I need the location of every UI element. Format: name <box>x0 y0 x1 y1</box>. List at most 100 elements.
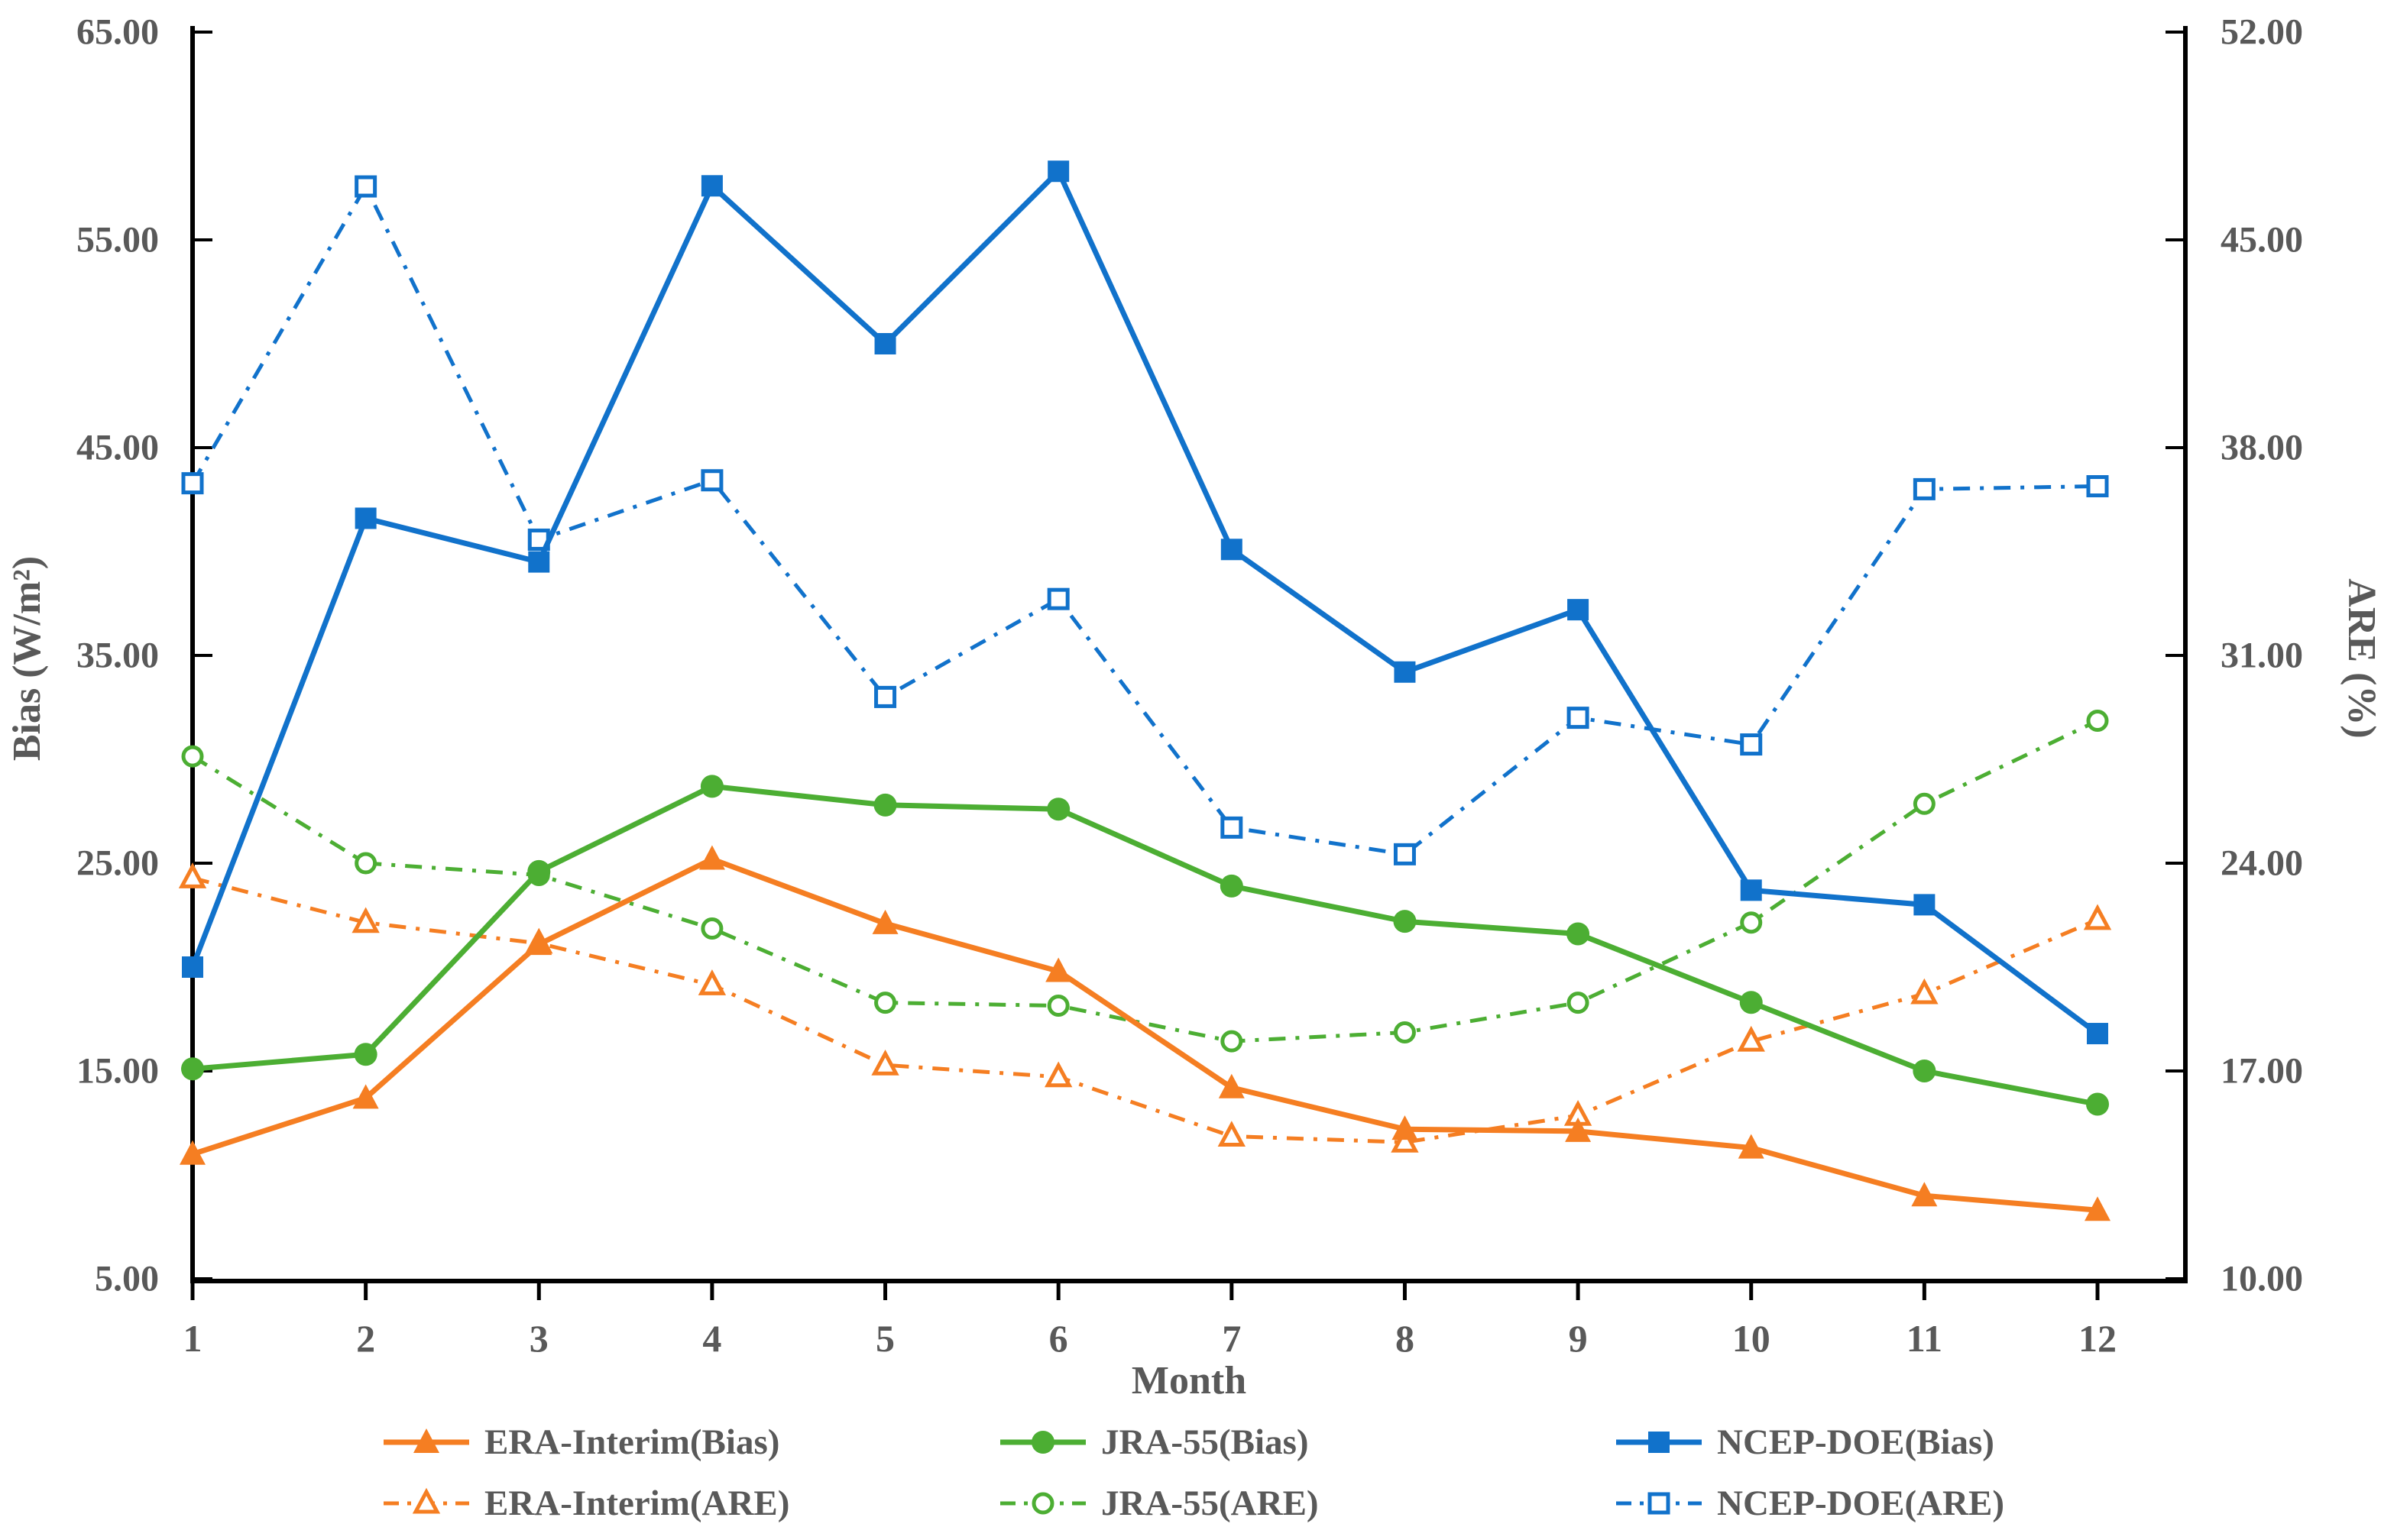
square-marker <box>182 956 203 978</box>
legend-label: NCEP-DOE(ARE) <box>1717 1483 2004 1523</box>
x-axis-tick-label: 2 <box>356 1317 375 1360</box>
x-axis-tick-label: 12 <box>2078 1317 2117 1360</box>
right-axis-title: ARE (%) <box>2340 578 2381 738</box>
series-line-NCEP-DOE(Bias) <box>190 168 2100 1036</box>
open-circle-marker <box>874 992 897 1014</box>
x-axis-tick-label: 3 <box>530 1317 549 1360</box>
open-triangle-marker <box>1910 978 1939 1005</box>
square-marker <box>701 175 723 197</box>
legend-label: JRA-55(Bias) <box>1101 1422 1309 1462</box>
series-line-JRA-55(ARE) <box>191 719 2099 1043</box>
axes: 65.00 55.00 45.00 35.00 25.00 15.00 5.00 52.00 4… <box>76 12 2303 1360</box>
right-axis-tick-label: 17.00 <box>2221 1051 2303 1092</box>
right-axis-tick-label: 10.00 <box>2221 1259 2303 1299</box>
left-axis-tick-label: 15.00 <box>76 1051 159 1092</box>
legend: ERA-Interim(Bias) JRA-55(Bias) NCEP-DOE(Bi… <box>384 1422 2004 1523</box>
triangle-marker <box>698 845 725 870</box>
triangle-marker <box>526 930 552 956</box>
square-marker <box>1913 894 1936 916</box>
open-circle-marker <box>1220 1030 1243 1053</box>
open-triangle-marker <box>1044 1061 1073 1088</box>
open-square-marker <box>1393 843 1416 865</box>
right-axis-tick-label: 24.00 <box>2221 843 2303 884</box>
square-marker <box>1567 599 1589 621</box>
circle-marker <box>700 775 724 798</box>
left-axis-tick-label: 35.00 <box>76 636 159 676</box>
open-square-marker <box>1220 816 1243 839</box>
open-square-marker <box>1913 477 1936 500</box>
series-ERA-Interim(Bias) <box>180 845 2111 1221</box>
series-NCEP-DOE(Bias) <box>182 160 2108 1045</box>
triangle-marker <box>352 1084 379 1109</box>
open-square-marker <box>1047 587 1070 610</box>
open-square-marker <box>181 472 204 495</box>
open-circle-marker <box>1047 995 1070 1017</box>
open-circle-marker <box>1740 911 1763 934</box>
open-square-marker <box>874 685 897 708</box>
series-line-JRA-55(Bias) <box>192 783 2098 1107</box>
square-marker <box>1048 160 1070 183</box>
chart-generated-content: 65.00 55.00 45.00 35.00 25.00 15.00 5.00 52.00 4… <box>76 12 2303 1524</box>
open-circle-marker <box>355 852 377 875</box>
x-axis-tick-label: 7 <box>1222 1317 1241 1360</box>
open-triangle-marker <box>698 969 727 995</box>
legend-item-JRA-55(Bias): JRA-55(Bias) <box>1000 1422 1309 1462</box>
left-axis-tick-label: 45.00 <box>76 428 159 468</box>
open-square-marker <box>1740 733 1763 756</box>
open-square-marker <box>2086 475 2109 498</box>
circle-marker <box>1047 798 1071 821</box>
circle-marker <box>2086 1092 2109 1116</box>
series-line-ERA-Interim(ARE) <box>192 875 2098 1144</box>
series-JRA-55(ARE) <box>181 709 2109 1053</box>
open-circle-marker <box>701 917 724 940</box>
circle-marker <box>1220 874 1243 898</box>
open-square-marker <box>1566 707 1589 730</box>
square-marker <box>1648 1432 1670 1453</box>
circle-marker <box>1032 1431 1054 1454</box>
legend-label: ERA-Interim(ARE) <box>484 1483 789 1523</box>
right-axis-tick-label: 52.00 <box>2221 12 2303 53</box>
series-line-ERA-Interim(Bias) <box>191 856 2098 1213</box>
right-axis-tick-label: 38.00 <box>2221 428 2303 468</box>
legend-item-ERA-Interim(ARE): ERA-Interim(ARE) <box>384 1483 789 1523</box>
open-triangle-marker <box>351 907 380 933</box>
circle-marker <box>354 1043 377 1066</box>
legend-item-NCEP-DOE(Bias): NCEP-DOE(Bias) <box>1616 1422 1994 1462</box>
open-circle-marker <box>1032 1492 1054 1515</box>
legend-label: ERA-Interim(Bias) <box>484 1422 779 1462</box>
x-axis-tick-label: 11 <box>1906 1317 1942 1360</box>
right-axis-tick-label: 31.00 <box>2221 636 2303 676</box>
triangle-marker <box>2085 1196 2111 1221</box>
x-axis-tick-label: 10 <box>1732 1317 1770 1360</box>
open-circle-marker <box>1913 792 1936 815</box>
open-circle-marker <box>1566 992 1589 1014</box>
square-marker <box>2087 1023 2108 1045</box>
circle-marker <box>1393 910 1417 933</box>
open-triangle-marker <box>871 1049 899 1076</box>
square-marker <box>874 333 896 354</box>
triangle-marker <box>1565 1117 1592 1142</box>
series-line-NCEP-DOE(ARE) <box>190 184 2098 856</box>
left-axis-tick-label: 5.00 <box>95 1259 159 1299</box>
triangle-marker <box>1911 1182 1938 1207</box>
square-marker <box>355 507 377 529</box>
x-axis-tick-label: 4 <box>702 1317 721 1360</box>
circle-marker <box>1913 1060 1936 1082</box>
circle-marker <box>1739 991 1763 1014</box>
open-triangle-marker <box>412 1487 441 1514</box>
open-triangle-marker <box>1737 1025 1765 1052</box>
x-axis-title: Month <box>1132 1359 1246 1402</box>
legend-label: JRA-55(ARE) <box>1101 1483 1319 1523</box>
circle-marker <box>873 793 897 817</box>
x-axis-tick-label: 6 <box>1049 1317 1068 1360</box>
square-marker <box>1394 661 1416 683</box>
series-ERA-Interim(ARE) <box>178 862 2112 1153</box>
triangle-marker <box>1738 1134 1764 1159</box>
open-triangle-marker <box>2083 904 2112 930</box>
circle-marker <box>181 1057 204 1081</box>
series-NCEP-DOE(ARE) <box>181 175 2109 865</box>
triangle-marker <box>180 1140 206 1165</box>
series-JRA-55(Bias) <box>181 775 2109 1116</box>
